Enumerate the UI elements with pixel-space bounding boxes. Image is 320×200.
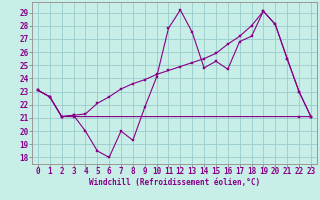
X-axis label: Windchill (Refroidissement éolien,°C): Windchill (Refroidissement éolien,°C) [89,178,260,187]
